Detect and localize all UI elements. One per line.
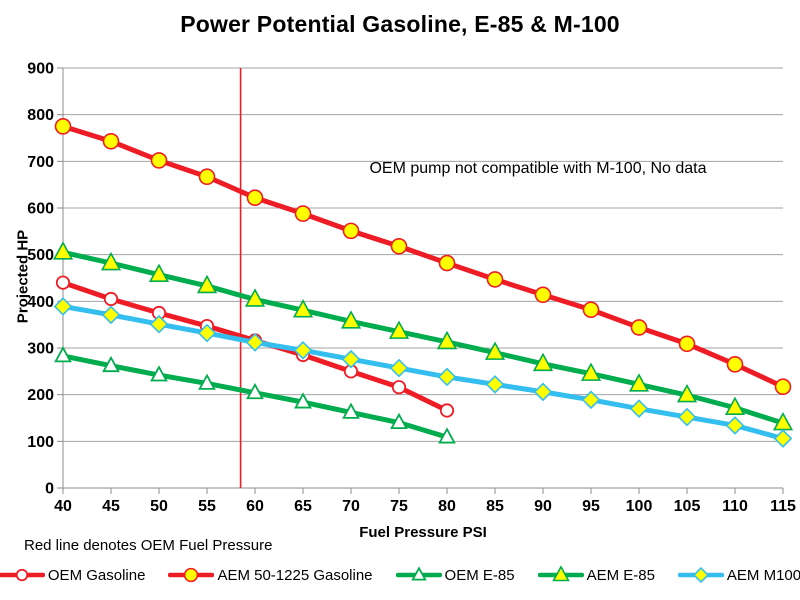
y-tick-label: 300 [27, 341, 54, 358]
legend-item-aem-e-85: AEM E-85 [537, 565, 655, 585]
y-tick-label: 700 [27, 154, 54, 171]
x-tick-label: 50 [150, 498, 168, 515]
legend-item-aem-50-1225-gasoline: AEM 50-1225 Gasoline [168, 565, 373, 585]
x-tick-label: 100 [626, 498, 653, 515]
legend-label: AEM M100 [726, 566, 800, 584]
y-tick-label: 500 [27, 247, 54, 264]
legend-marker-aem-m100 [677, 566, 724, 584]
x-tick-label: 85 [486, 498, 504, 515]
x-tick-label: 105 [674, 498, 701, 515]
legend: OEM Gasoline AEM 50-1225 Gasoline OEM E-85… [0, 565, 800, 585]
legend-label: AEM 50-1225 Gasoline [217, 566, 373, 584]
x-tick-label: 110 [722, 498, 748, 515]
legend-marker-aem-e-85 [537, 565, 584, 582]
tick-labels: 0 100 200 300 400 500 600 700 800 900 40 45 50 55 60 65… [27, 61, 796, 516]
legend-marker-oem-gasoline [0, 568, 45, 582]
y-tick-label: 800 [27, 107, 54, 124]
x-axis-label: Fuel Pressure PSI [359, 524, 487, 541]
y-tick-label: 900 [27, 61, 54, 78]
legend-label: OEM E-85 [444, 566, 515, 584]
x-tick-label: 70 [342, 498, 360, 515]
legend-marker-aem-50-1225-gasoline [168, 567, 215, 583]
legend-marker-oem-e-85 [395, 566, 442, 581]
x-tick-label: 40 [54, 498, 72, 515]
x-tick-label: 60 [246, 498, 264, 515]
y-tick-label: 100 [27, 434, 54, 451]
series-aem-e-85 [52, 241, 794, 431]
annotation-text: OEM pump not compatible with M-100, No d… [369, 160, 707, 177]
y-tick-label: 200 [27, 387, 54, 404]
chart-title: Power Potential Gasoline, E-85 & M-100 [180, 11, 620, 37]
legend-label: OEM Gasoline [47, 566, 146, 584]
legend-item-aem-m100: AEM M100 [677, 565, 800, 585]
legend-label: AEM E-85 [586, 566, 655, 584]
legend-item-oem-gasoline: OEM Gasoline [0, 565, 145, 585]
x-tick-label: 55 [198, 498, 216, 515]
series-oem-e-85 [54, 346, 456, 444]
y-tick-label: 400 [27, 294, 54, 311]
legend-item-oem-e-85: OEM E-85 [395, 565, 515, 585]
x-tick-label: 80 [438, 498, 456, 515]
x-tick-label: 90 [534, 498, 552, 515]
x-tick-label: 75 [390, 498, 408, 515]
x-tick-label: 65 [294, 498, 312, 515]
y-tick-label: 600 [27, 201, 54, 218]
x-tick-label: 45 [102, 498, 120, 515]
x-tick-label: 95 [582, 498, 600, 515]
series-aem-50-1225-gasoline [54, 118, 792, 396]
footer-note: Red line denotes OEM Fuel Pressure [24, 537, 273, 554]
x-tick-label: 115 [770, 498, 796, 515]
y-tick-label: 0 [45, 481, 54, 498]
series-aem-m100 [53, 297, 793, 448]
